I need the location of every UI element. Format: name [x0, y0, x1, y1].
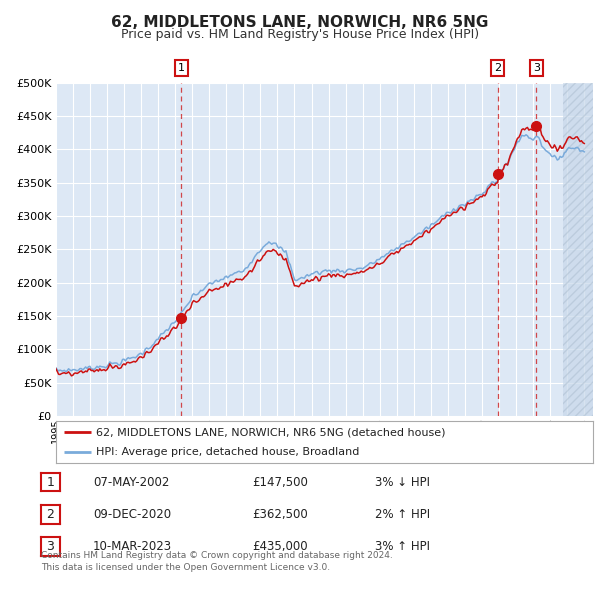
Text: 1: 1: [46, 476, 55, 489]
Text: £435,000: £435,000: [252, 540, 308, 553]
Text: 2% ↑ HPI: 2% ↑ HPI: [375, 508, 430, 521]
Text: 07-MAY-2002: 07-MAY-2002: [93, 476, 169, 489]
Text: 09-DEC-2020: 09-DEC-2020: [93, 508, 171, 521]
Text: Contains HM Land Registry data © Crown copyright and database right 2024.
This d: Contains HM Land Registry data © Crown c…: [41, 552, 392, 572]
Bar: [563, 83, 593, 416]
Bar: [563, 83, 593, 416]
Text: 3% ↑ HPI: 3% ↑ HPI: [375, 540, 430, 553]
Text: 3% ↓ HPI: 3% ↓ HPI: [375, 476, 430, 489]
Text: 62, MIDDLETONS LANE, NORWICH, NR6 5NG: 62, MIDDLETONS LANE, NORWICH, NR6 5NG: [112, 15, 488, 30]
Text: 2: 2: [46, 508, 55, 521]
Text: 2: 2: [494, 63, 501, 73]
Text: £362,500: £362,500: [252, 508, 308, 521]
Text: 3: 3: [46, 540, 55, 553]
Text: Price paid vs. HM Land Registry's House Price Index (HPI): Price paid vs. HM Land Registry's House …: [121, 28, 479, 41]
Text: 3: 3: [533, 63, 540, 73]
Text: 1: 1: [178, 63, 185, 73]
Text: 10-MAR-2023: 10-MAR-2023: [93, 540, 172, 553]
Text: £147,500: £147,500: [252, 476, 308, 489]
Text: HPI: Average price, detached house, Broadland: HPI: Average price, detached house, Broa…: [96, 447, 359, 457]
Text: 62, MIDDLETONS LANE, NORWICH, NR6 5NG (detached house): 62, MIDDLETONS LANE, NORWICH, NR6 5NG (d…: [96, 427, 446, 437]
